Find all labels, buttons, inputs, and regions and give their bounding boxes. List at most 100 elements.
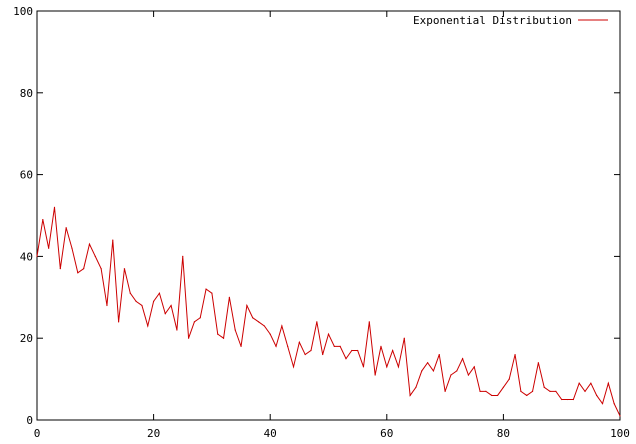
data-point-30 <box>211 292 213 294</box>
data-point-57 <box>368 321 370 323</box>
data-point-58 <box>374 374 376 376</box>
data-point-72 <box>456 370 458 372</box>
data-point-36 <box>246 304 248 307</box>
data-point-45 <box>298 341 300 343</box>
data-point-52 <box>339 345 341 347</box>
x-tick-label-100: 100 <box>610 427 630 440</box>
data-point-14 <box>118 321 120 323</box>
data-point-89 <box>555 390 557 392</box>
data-point-67 <box>427 362 429 364</box>
data-point-87 <box>543 386 545 388</box>
data-point-71 <box>450 374 452 376</box>
data-point-13 <box>112 239 114 241</box>
data-point-19 <box>147 325 149 327</box>
data-point-11 <box>100 268 102 270</box>
data-point-60 <box>386 366 388 368</box>
data-point-88 <box>549 390 551 392</box>
data-point-25 <box>182 255 184 257</box>
data-point-91 <box>566 398 569 401</box>
data-point-43 <box>287 345 289 347</box>
data-point-26 <box>187 337 190 339</box>
data-point-7 <box>77 272 79 274</box>
data-point-27 <box>193 321 196 323</box>
data-point-21 <box>158 292 161 294</box>
data-point-50 <box>327 333 330 335</box>
data-point-38 <box>257 321 260 323</box>
data-point-51 <box>333 345 335 347</box>
series-line-exponential-distribution <box>36 207 621 417</box>
data-point-55 <box>357 349 359 352</box>
data-point-80 <box>502 386 504 388</box>
data-point-62 <box>397 366 400 368</box>
x-tick-label-20: 20 <box>147 427 160 440</box>
data-point-82 <box>514 353 516 356</box>
data-point-81 <box>508 378 510 380</box>
data-point-42 <box>281 325 283 327</box>
y-tick-label-40: 40 <box>20 250 33 263</box>
data-point-98 <box>607 382 609 384</box>
series-points <box>36 206 621 417</box>
data-point-86 <box>537 362 539 364</box>
data-point-29 <box>205 288 207 290</box>
data-point-4 <box>59 268 61 270</box>
data-point-63 <box>403 337 405 339</box>
data-point-23 <box>170 304 172 307</box>
data-point-39 <box>263 325 265 327</box>
y-tick-label-60: 60 <box>20 169 33 182</box>
y-tick-label-80: 80 <box>20 87 33 100</box>
data-point-2 <box>48 247 50 249</box>
data-point-49 <box>322 353 324 356</box>
legend: Exponential Distribution <box>413 14 608 27</box>
data-point-10 <box>94 255 96 257</box>
data-point-17 <box>135 300 137 302</box>
data-point-1 <box>42 218 44 221</box>
data-point-92 <box>572 398 574 401</box>
data-point-59 <box>380 345 382 347</box>
data-point-100 <box>619 415 621 417</box>
data-point-8 <box>83 268 85 270</box>
data-point-24 <box>176 329 178 331</box>
data-point-99 <box>613 403 615 405</box>
data-point-95 <box>590 382 592 384</box>
data-point-44 <box>292 366 295 368</box>
data-point-47 <box>310 349 312 352</box>
x-tick-label-0: 0 <box>34 427 41 440</box>
data-point-65 <box>415 386 417 388</box>
data-point-64 <box>409 394 411 397</box>
data-point-15 <box>123 268 126 270</box>
data-point-94 <box>584 390 586 392</box>
data-point-74 <box>467 374 470 376</box>
data-point-16 <box>129 292 131 294</box>
data-point-70 <box>444 390 446 392</box>
x-tick-label-60: 60 <box>380 427 393 440</box>
data-point-18 <box>141 304 143 307</box>
data-point-9 <box>88 243 91 245</box>
y-tick-label-20: 20 <box>20 332 33 345</box>
data-point-85 <box>531 390 534 392</box>
data-point-46 <box>304 353 306 356</box>
data-point-33 <box>228 296 230 298</box>
data-point-61 <box>392 349 394 352</box>
data-point-37 <box>252 317 254 319</box>
x-tick-label-80: 80 <box>497 427 510 440</box>
data-point-78 <box>491 394 493 397</box>
data-point-35 <box>240 345 242 347</box>
data-point-28 <box>199 317 201 319</box>
y-tick-label-100: 100 <box>13 5 33 18</box>
data-point-93 <box>578 382 580 384</box>
data-point-6 <box>71 247 73 249</box>
data-point-0 <box>36 255 38 257</box>
data-point-32 <box>222 337 225 339</box>
plot-area <box>36 10 621 421</box>
data-point-66 <box>421 370 423 372</box>
data-point-34 <box>234 329 236 331</box>
data-point-90 <box>561 398 563 401</box>
data-point-69 <box>438 353 440 356</box>
data-point-84 <box>526 394 528 397</box>
data-point-97 <box>601 403 604 405</box>
data-point-75 <box>473 366 475 368</box>
data-point-5 <box>65 227 67 229</box>
legend-label-exponential-distribution: Exponential Distribution <box>413 14 572 27</box>
axis-ticks <box>36 10 621 421</box>
